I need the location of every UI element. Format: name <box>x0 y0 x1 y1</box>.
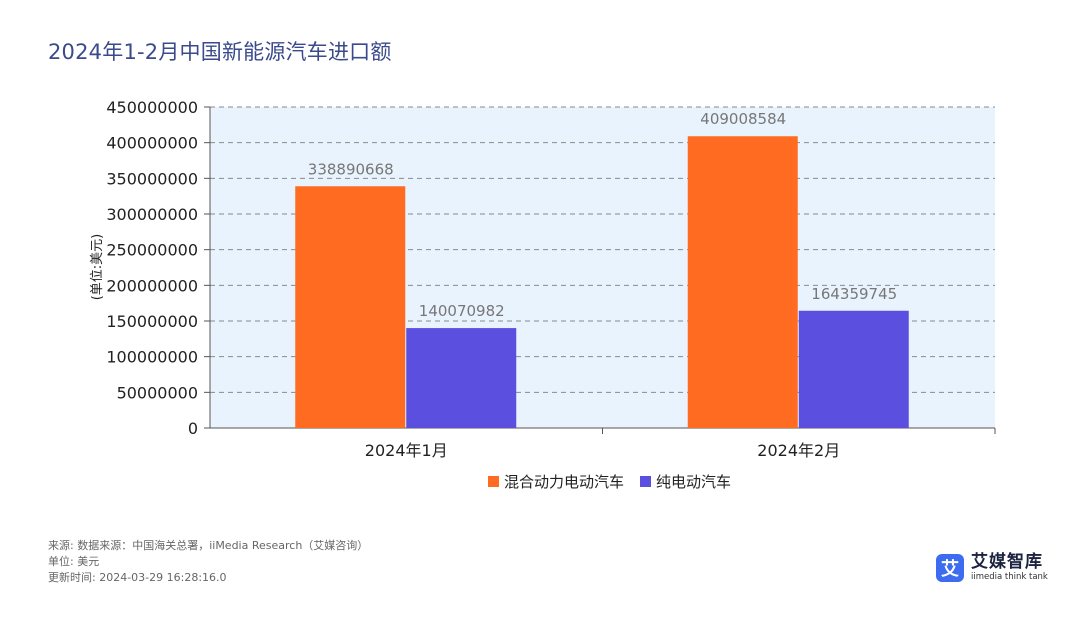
y-tick-label: 400000000 <box>106 134 198 153</box>
legend-label: 混合动力电动汽车 <box>504 473 624 491</box>
legend-label: 纯电动汽车 <box>656 473 731 491</box>
brand-logo: 艾 艾媒智库 iimedia think tank <box>936 553 1048 582</box>
y-tick-label: 200000000 <box>106 276 198 295</box>
bar <box>295 186 406 428</box>
y-tick-label: 100000000 <box>106 348 198 367</box>
data-label: 164359745 <box>811 285 897 303</box>
bar <box>687 136 798 428</box>
y-tick-label: 150000000 <box>106 312 198 331</box>
updated-note: 更新时间: 2024-03-29 16:28:16.0 <box>48 571 227 584</box>
source-note: 来源: 数据来源：中国海关总署，iiMedia Research（艾媒咨询） <box>48 539 369 552</box>
data-label: 409008584 <box>700 110 786 128</box>
logo-tagline: iimedia think tank <box>971 572 1048 582</box>
x-tick-label: 2024年2月 <box>757 441 840 460</box>
logo-name: 艾媒智库 <box>971 552 1043 572</box>
unit-note: 单位: 美元 <box>48 555 100 568</box>
y-tick-label: 0 <box>188 419 198 438</box>
y-tick-label: 450000000 <box>106 98 198 117</box>
y-tick-label: 350000000 <box>106 169 198 188</box>
y-tick-label: 250000000 <box>106 241 198 260</box>
data-label: 140070982 <box>419 302 505 320</box>
y-axis-label: (单位:美元) <box>90 234 105 301</box>
legend-swatch <box>640 476 651 487</box>
x-tick-label: 2024年1月 <box>365 441 448 460</box>
chart-title: 2024年1-2月中国新能源汽车进口额 <box>48 40 392 64</box>
bar <box>798 310 909 428</box>
y-tick-label: 50000000 <box>117 383 198 402</box>
footer-notes: 来源: 数据来源：中国海关总署，iiMedia Research（艾媒咨询） 单… <box>48 538 378 586</box>
logo-mark-icon: 艾 <box>936 553 964 582</box>
data-label: 338890668 <box>308 160 394 178</box>
y-tick-label: 300000000 <box>106 205 198 224</box>
bar <box>406 328 517 428</box>
legend-swatch <box>488 476 499 487</box>
